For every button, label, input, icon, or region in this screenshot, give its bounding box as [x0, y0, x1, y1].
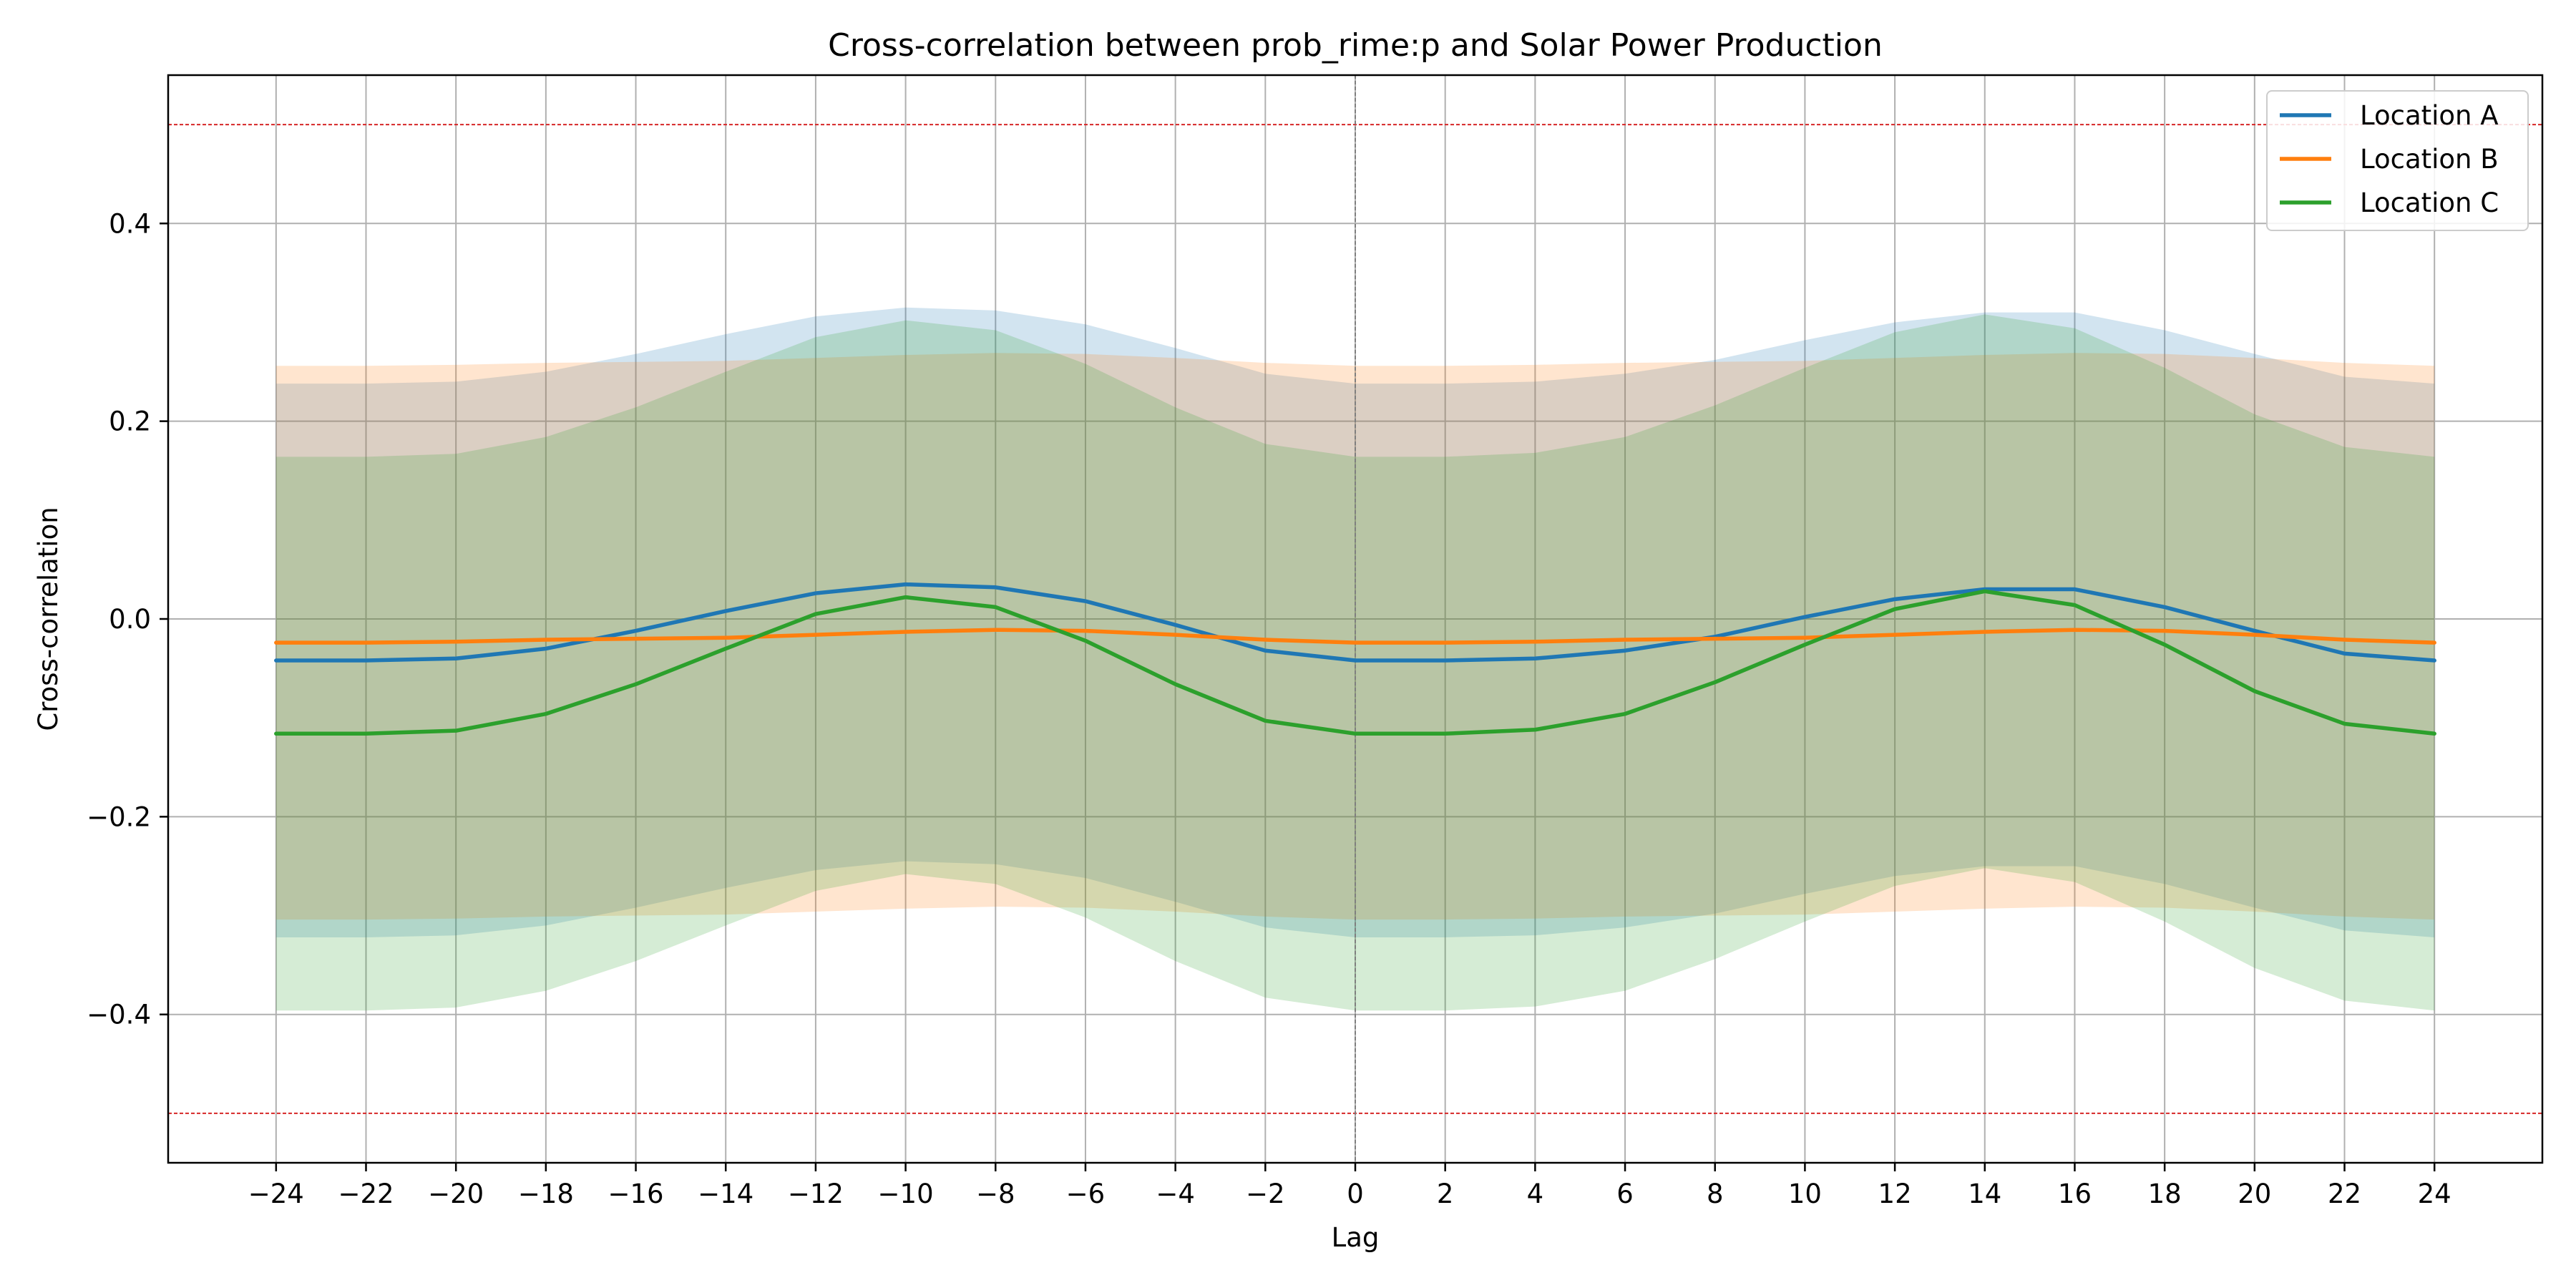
legend-box: [2266, 90, 2529, 231]
x-tick-label: −12: [788, 1179, 844, 1209]
x-tick-label: 8: [1707, 1179, 1724, 1209]
legend-label: Location A: [2360, 100, 2499, 131]
x-tick-label: −6: [1066, 1179, 1106, 1209]
axis-ticks: −24 −22 −20 −18 −16 −14 −12 −10 −8 −6 −4 −2 0 2 4 6 8 10 1…: [87, 208, 2451, 1209]
legend: Location A Location B Location C: [2266, 90, 2529, 231]
series-line: [274, 582, 2436, 663]
plot-area: [168, 75, 2542, 1163]
y-tick-label: 0.2: [109, 406, 151, 437]
x-tick-label: 18: [2148, 1179, 2182, 1209]
x-tick-label: 14: [1968, 1179, 2001, 1209]
x-tick-label: −16: [608, 1179, 663, 1209]
x-tick-label: 6: [1616, 1179, 1634, 1209]
x-tick-label: −14: [698, 1179, 753, 1209]
x-tick-label: −20: [428, 1179, 484, 1209]
x-tick-label: 24: [2418, 1179, 2451, 1209]
x-tick-label: −10: [878, 1179, 934, 1209]
chart-title: Cross-correlation between prob_rime:p an…: [828, 27, 1883, 64]
y-tick-label: 0.0: [109, 604, 151, 635]
x-tick-label: 4: [1527, 1179, 1544, 1209]
legend-label: Location B: [2360, 144, 2499, 175]
x-tick-label: 10: [1788, 1179, 1822, 1209]
y-axis-title: Cross-correlation: [33, 507, 64, 731]
legend-label: Location C: [2360, 187, 2499, 218]
x-tick-label: 20: [2238, 1179, 2271, 1209]
x-tick-label: −22: [338, 1179, 394, 1209]
x-tick-label: −2: [1246, 1179, 1285, 1209]
y-tick-label: −0.2: [87, 801, 151, 832]
x-tick-label: 2: [1437, 1179, 1454, 1209]
x-tick-label: −18: [518, 1179, 574, 1209]
x-axis-title: Lag: [1332, 1222, 1380, 1253]
x-tick-label: −8: [976, 1179, 1015, 1209]
series-line: [274, 589, 2436, 736]
x-tick-label: −4: [1156, 1179, 1195, 1209]
x-tick-label: 0: [1347, 1179, 1364, 1209]
y-tick-label: −0.4: [87, 1000, 151, 1030]
y-tick-label: 0.4: [109, 208, 151, 239]
x-tick-label: 22: [2328, 1179, 2361, 1209]
x-tick-label: −24: [248, 1179, 304, 1209]
series-line: [274, 628, 2436, 645]
x-tick-label: 16: [2058, 1179, 2092, 1209]
x-tick-label: 12: [1878, 1179, 1912, 1209]
